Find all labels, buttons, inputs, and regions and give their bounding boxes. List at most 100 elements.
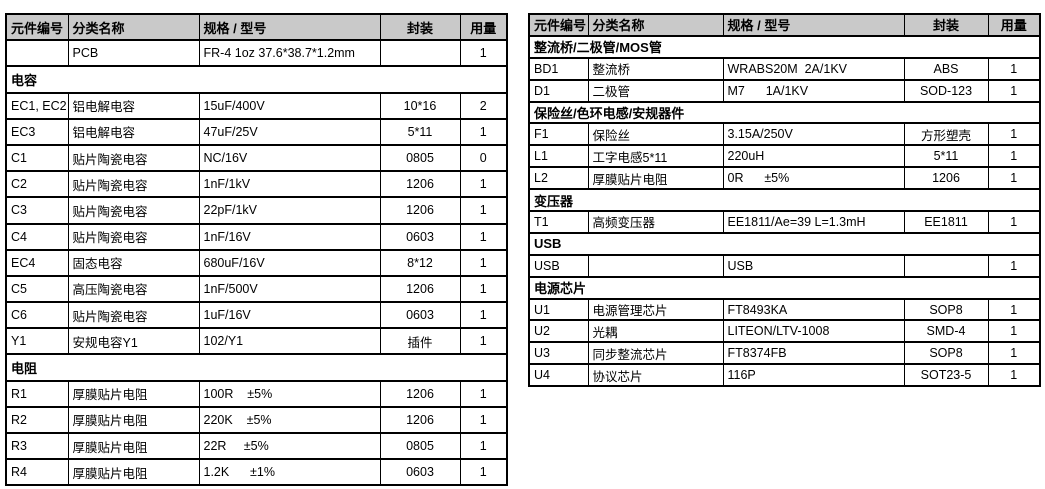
column-header: 用量 (987, 13, 1041, 37)
cell-spec: 22pF/1kV (198, 196, 381, 225)
table-row: PCB FR-4 1oz 37.6*38.7*1.2mm 1 (5, 39, 508, 68)
cell-qty: 1 (987, 210, 1041, 234)
cell-spec: NC/16V (198, 143, 381, 173)
table-row: EC1, EC2 铝电解电容 15uF/400V 10*16 2 (5, 91, 508, 120)
cell-spec: 1nF/1kV (198, 170, 381, 199)
cell-name: 铝电解电容 (67, 117, 200, 146)
table-row: U4 协议芯片 116P SOT23-5 1 (528, 363, 1041, 388)
table-row: C2 贴片陶瓷电容 1nF/1kV 1206 1 (5, 170, 508, 199)
header-row: 元件编号 分类名称 规格 / 型号 封装 用量 (528, 13, 1041, 37)
cell-pkg: 1206 (379, 405, 461, 435)
cell-qty: 1 (987, 319, 1041, 344)
cell-name: 协议芯片 (587, 363, 724, 388)
column-header: 用量 (459, 12, 508, 42)
cell-ref: USB (528, 253, 589, 278)
cell-qty: 1 (987, 78, 1041, 103)
cell-spec: USB (722, 253, 905, 278)
cell-spec: EE1811/Ae=39 L=1.3mH (722, 210, 905, 234)
section-label: 变压器 (528, 188, 1041, 213)
cell-name: 高压陶瓷电容 (67, 274, 200, 304)
column-header: 元件编号 (528, 13, 589, 37)
cell-pkg: SOP8 (903, 297, 989, 322)
cell-qty: 1 (459, 301, 508, 330)
cell-name: 厚膜贴片电阻 (587, 166, 724, 191)
table-row: D1 二极管 M7 1A/1KV SOD-123 1 (528, 78, 1041, 103)
cell-pkg: ABS (903, 56, 989, 81)
cell-pkg (379, 39, 461, 68)
table-row: C5 高压陶瓷电容 1nF/500V 1206 1 (5, 274, 508, 304)
cell-ref: C5 (5, 274, 69, 304)
cell-pkg: 0805 (379, 143, 461, 173)
table-row: C3 贴片陶瓷电容 22pF/1kV 1206 1 (5, 196, 508, 225)
column-header: 分类名称 (67, 12, 200, 42)
cell-pkg: 1206 (379, 379, 461, 408)
table-row: L2 厚膜贴片电阻 0R ±5% 1206 1 (528, 166, 1041, 191)
cell-qty: 1 (987, 56, 1041, 81)
table-row: R4 厚膜贴片电阻 1.2K ±1% 0603 1 (5, 458, 508, 487)
cell-spec: 102/Y1 (198, 327, 381, 356)
cell-spec: 116P (722, 363, 905, 388)
section-label: 整流桥/二极管/MOS管 (528, 34, 1041, 59)
section-row: USB (528, 231, 1041, 256)
cell-ref: L2 (528, 166, 589, 191)
cell-pkg: SOD-123 (903, 78, 989, 103)
cell-qty: 1 (459, 39, 508, 68)
cell-spec: 47uF/25V (198, 117, 381, 146)
cell-ref: R4 (5, 458, 69, 487)
cell-name: 贴片陶瓷电容 (67, 196, 200, 225)
cell-name: 光耦 (587, 319, 724, 344)
cell-qty: 1 (459, 458, 508, 487)
cell-spec: 3.15A/250V (722, 122, 905, 147)
cell-qty: 1 (987, 122, 1041, 147)
table-row: Y1 安规电容Y1 102/Y1 插件 1 (5, 327, 508, 356)
cell-pkg: 1206 (379, 170, 461, 199)
cell-pkg: 1206 (379, 274, 461, 304)
cell-spec: FT8493KA (722, 297, 905, 322)
column-header: 规格 / 型号 (722, 13, 905, 37)
column-header: 封装 (379, 12, 461, 42)
bom-table-left-body: 元件编号 分类名称 规格 / 型号 封装 用量 PCB FR-4 1oz 37.6*38.7… (5, 12, 508, 487)
cell-pkg: SOP8 (903, 341, 989, 366)
cell-pkg: 5*11 (903, 144, 989, 169)
cell-pkg: 10*16 (379, 91, 461, 120)
cell-ref: EC4 (5, 248, 69, 277)
cell-pkg (903, 253, 989, 278)
cell-ref: C1 (5, 143, 69, 173)
cell-name: 二极管 (587, 78, 724, 103)
cell-ref (5, 39, 69, 68)
cell-qty: 1 (459, 196, 508, 225)
cell-spec: 220K ±5% (198, 405, 381, 435)
column-header: 封装 (903, 13, 989, 37)
section-row: 电容 (5, 65, 508, 94)
cell-qty: 0 (459, 143, 508, 173)
cell-qty: 1 (459, 405, 508, 435)
cell-pkg: 0603 (379, 458, 461, 487)
table-row: R3 厚膜贴片电阻 22R ±5% 0805 1 (5, 431, 508, 461)
cell-spec: 1nF/16V (198, 222, 381, 251)
cell-name: 高频变压器 (587, 210, 724, 234)
cell-ref: D1 (528, 78, 589, 103)
cell-qty: 2 (459, 91, 508, 120)
cell-ref: U3 (528, 341, 589, 366)
cell-qty: 1 (459, 379, 508, 408)
cell-qty: 1 (987, 297, 1041, 322)
cell-spec: 220uH (722, 144, 905, 169)
section-row: 保险丝/色环电感/安规器件 (528, 100, 1041, 125)
cell-pkg: SOT23-5 (903, 363, 989, 388)
cell-name: 整流桥 (587, 56, 724, 81)
column-header: 元件编号 (5, 12, 69, 42)
cell-qty: 1 (987, 363, 1041, 388)
section-row: 变压器 (528, 188, 1041, 213)
cell-pkg: 0805 (379, 431, 461, 461)
cell-pkg: 插件 (379, 327, 461, 356)
table-row: C4 贴片陶瓷电容 1nF/16V 0603 1 (5, 222, 508, 251)
cell-name: 厚膜贴片电阻 (67, 458, 200, 487)
cell-spec: M7 1A/1KV (722, 78, 905, 103)
cell-name: 保险丝 (587, 122, 724, 147)
cell-ref: R2 (5, 405, 69, 435)
section-row: 电源芯片 (528, 275, 1041, 300)
cell-spec: 22R ±5% (198, 431, 381, 461)
cell-name: 同步整流芯片 (587, 341, 724, 366)
cell-name: 贴片陶瓷电容 (67, 222, 200, 251)
